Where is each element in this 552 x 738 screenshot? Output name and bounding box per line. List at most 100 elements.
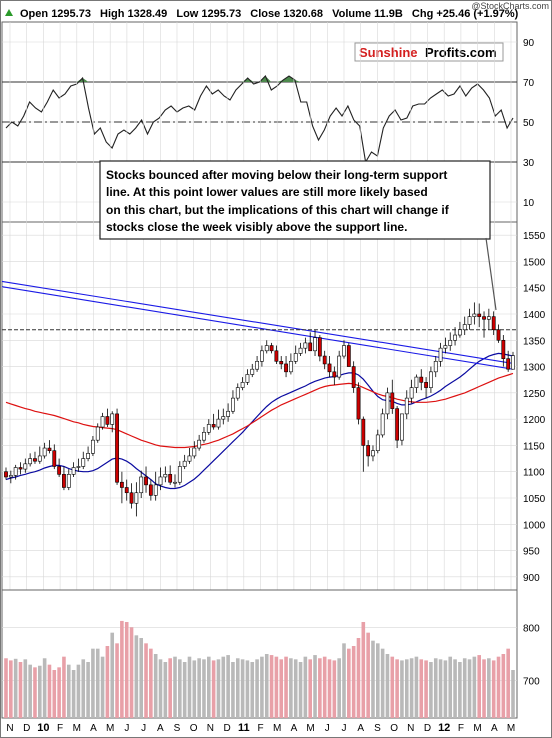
candle-body [467,316,472,325]
x-axis: N D 10 F M A M J J A S O N D 11 F M A M J J A S O N D 12 F M A M [6,722,515,734]
volume-bar [289,658,293,718]
x-tick-label: J [325,723,330,734]
candle-body [18,467,23,470]
volume-bar [120,620,124,718]
volume-bar [390,656,395,718]
candle-body [202,431,206,441]
volume-bar [149,648,153,718]
volume-bar [255,659,259,718]
volume-bar [482,659,486,718]
candle-body [269,345,274,352]
candle-body [47,447,52,451]
price-tick-label: 1150 [523,441,545,452]
annotation-line-2: line. At this point lower values are sti… [106,185,428,199]
volume-bar [173,656,177,718]
candle-body [173,481,177,484]
volume-bar [409,658,414,718]
x-tick-label: D [23,723,30,734]
volume-bar [313,655,317,718]
candle-body [375,434,380,451]
x-tick-label: D [424,723,431,734]
x-tick-label: A [357,723,364,734]
candle-body [351,366,356,388]
volume-bar [303,656,308,718]
volume-bar [298,662,303,718]
volume-bar [110,632,115,718]
candle-body [414,376,419,388]
candle-body [356,387,361,420]
volume-bar [293,659,298,718]
x-tick-label: F [57,723,63,734]
x-tick-label: A [491,723,498,734]
price-tick-label: 1100 [523,468,545,479]
volume-bar [81,659,86,718]
candle-body [100,416,105,428]
volume-bar [144,643,148,718]
x-tick-label: D [223,723,230,734]
volume-bar [76,664,81,718]
x-tick-label: 10 [37,722,49,734]
price-tick-label: 1400 [523,310,546,321]
open-value: 1295.73 [51,8,91,20]
volume-bar [158,659,163,718]
volume-bar [153,654,158,718]
volume-bar [134,635,139,718]
rsi-tick-label: 10 [523,198,535,209]
candle-body [187,455,192,462]
volume-bar [274,656,279,718]
candle-body [472,313,477,317]
candle-body [124,487,129,494]
candle-body [28,458,33,465]
candle-body [443,345,448,349]
volume-bar [250,662,255,718]
volume-bar [163,662,168,718]
candle-body [216,418,221,428]
volume-bar [115,643,119,718]
volume-bar [66,664,71,718]
volume-bar [9,660,13,718]
logo-part1: Sunshine [359,45,418,60]
candle-body [86,453,90,459]
header-bar: Open 1295.73 High 1328.49 Low 1295.73 Cl… [20,8,519,20]
candle-body [346,345,351,367]
moving-average-long-line [5,372,514,449]
candle-body [477,313,482,317]
candle-body [260,350,264,362]
rsi-tick-label: 30 [523,158,535,169]
candle-body [313,337,317,352]
volume-bar [487,658,491,718]
volume-bar [139,638,143,718]
candle-body [110,413,115,425]
low-label: Low [176,8,198,20]
volume-bar [71,670,76,718]
source-label: @StockCharts.com [471,1,549,11]
candle-body [400,413,404,441]
candle-body [371,450,375,457]
x-tick-label: J [342,723,347,734]
candle-body [317,337,322,357]
candle-body [496,329,501,341]
candle-body [250,368,255,375]
volume-bar [347,648,351,718]
candle-body [395,408,400,441]
price-panel: 1550 1500 1450 1400 1350 1300 1250 1200 1150 1100… [1,22,546,718]
volume-bar [13,658,18,718]
candle-body [235,387,240,399]
rsi-tick-label: 70 [523,78,535,89]
candle-body [119,481,124,488]
volume-bar [414,656,419,718]
candle-body [129,492,134,504]
candle-body [337,355,342,378]
volume-bar [429,662,433,718]
volume-bar [376,643,380,718]
volume-bar [462,658,467,718]
volume-bar [332,660,337,718]
volume-value: 11.9B [374,8,403,20]
volume-bar [129,627,134,718]
volume-bar [371,640,375,718]
x-tick-label: J [124,723,129,734]
candle-body [424,382,428,388]
candle-body [91,439,95,454]
candle-body [240,382,245,388]
candle-body [482,316,486,320]
